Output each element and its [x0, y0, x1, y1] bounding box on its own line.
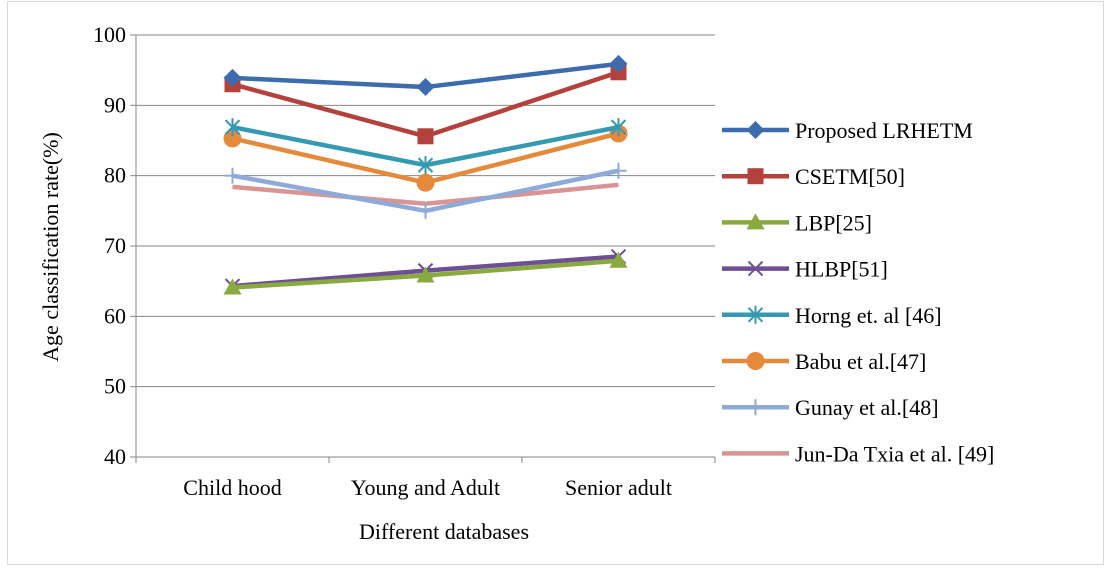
y-tick-label: 80: [104, 163, 126, 188]
data-point-plus: [417, 202, 434, 219]
data-point-circle: [223, 129, 242, 148]
legend-item: Proposed LRHETM: [722, 118, 973, 143]
chart-frame: 40 50 60 70 80 90 100 Child hood Young and Adult…: [7, 1, 1104, 565]
series-gunay-et-al-48: [224, 162, 627, 219]
y-tick-label: 70: [104, 233, 126, 258]
y-axis-title: Age classification rate(%): [38, 132, 63, 362]
data-point-triangle: [223, 278, 242, 295]
x-tick-label: Child hood: [183, 475, 281, 500]
legend-label: HLBP[51]: [795, 257, 888, 282]
data-point-diamond: [609, 54, 628, 73]
series-horng-et-al-46: [224, 118, 627, 175]
line-chart: 40 50 60 70 80 90 100 Child hood Young and Adult…: [38, 22, 994, 544]
data-point-plus: [610, 162, 627, 179]
y-tick-label: 50: [104, 374, 126, 399]
legend: Proposed LRHETM CSETM[50] LBP[25] HLBP[51] H…: [722, 118, 994, 466]
y-tick-label: 60: [104, 303, 126, 328]
legend-label: LBP[25]: [795, 210, 872, 235]
legend-item: Babu et al.[47]: [722, 349, 926, 374]
data-point-star: [224, 118, 241, 137]
legend-label: Babu et al.[47]: [795, 349, 926, 374]
legend-item: CSETM[50]: [722, 164, 905, 189]
star-marker: [747, 305, 764, 324]
data-point-triangle: [416, 266, 435, 283]
y-tick-label: 100: [93, 22, 126, 47]
legend-label: CSETM[50]: [795, 164, 905, 189]
legend-label: Jun-Da Txia et al. [49]: [795, 441, 994, 466]
data-point-triangle: [609, 251, 628, 268]
x-tick-label: Young and Adult: [351, 475, 500, 500]
data-point-square: [417, 128, 434, 145]
legend-item: Horng et. al [46]: [722, 303, 942, 328]
data-point-star: [610, 118, 627, 137]
plus-marker: [747, 399, 764, 416]
legend-item: Jun-Da Txia et al. [49]: [722, 441, 994, 466]
legend-item: Gunay et al.[48]: [722, 395, 939, 420]
series-csetm-50: [224, 64, 627, 145]
data-point-circle: [416, 173, 435, 192]
data-point-diamond: [416, 78, 435, 97]
x-axis-title: Different databases: [359, 519, 529, 544]
x-tick-label: Senior adult: [565, 475, 672, 500]
series-lines: [223, 54, 628, 295]
legend-item: HLBP[51]: [722, 257, 888, 282]
legend-label: Horng et. al [46]: [795, 303, 942, 328]
x-marker: [747, 260, 764, 277]
series-lbp-25: [223, 251, 628, 295]
legend-label: Proposed LRHETM: [795, 118, 973, 143]
y-tick-label: 90: [104, 92, 126, 117]
circle-marker: [746, 352, 765, 370]
legend-item: LBP[25]: [722, 210, 872, 235]
x-marker-stroke: [747, 260, 764, 277]
data-point-diamond: [223, 68, 242, 87]
square-marker: [747, 168, 764, 185]
y-tick-label: 40: [104, 444, 126, 469]
diamond-marker: [746, 121, 765, 139]
data-point-plus: [224, 167, 241, 184]
axes: 40 50 60 70 80 90 100 Child hood Young and Adult…: [93, 22, 716, 500]
series-proposed-lrhetm: [223, 54, 628, 97]
legend-label: Gunay et al.[48]: [795, 395, 939, 420]
data-point-star: [417, 156, 434, 175]
triangle-marker: [746, 213, 765, 230]
